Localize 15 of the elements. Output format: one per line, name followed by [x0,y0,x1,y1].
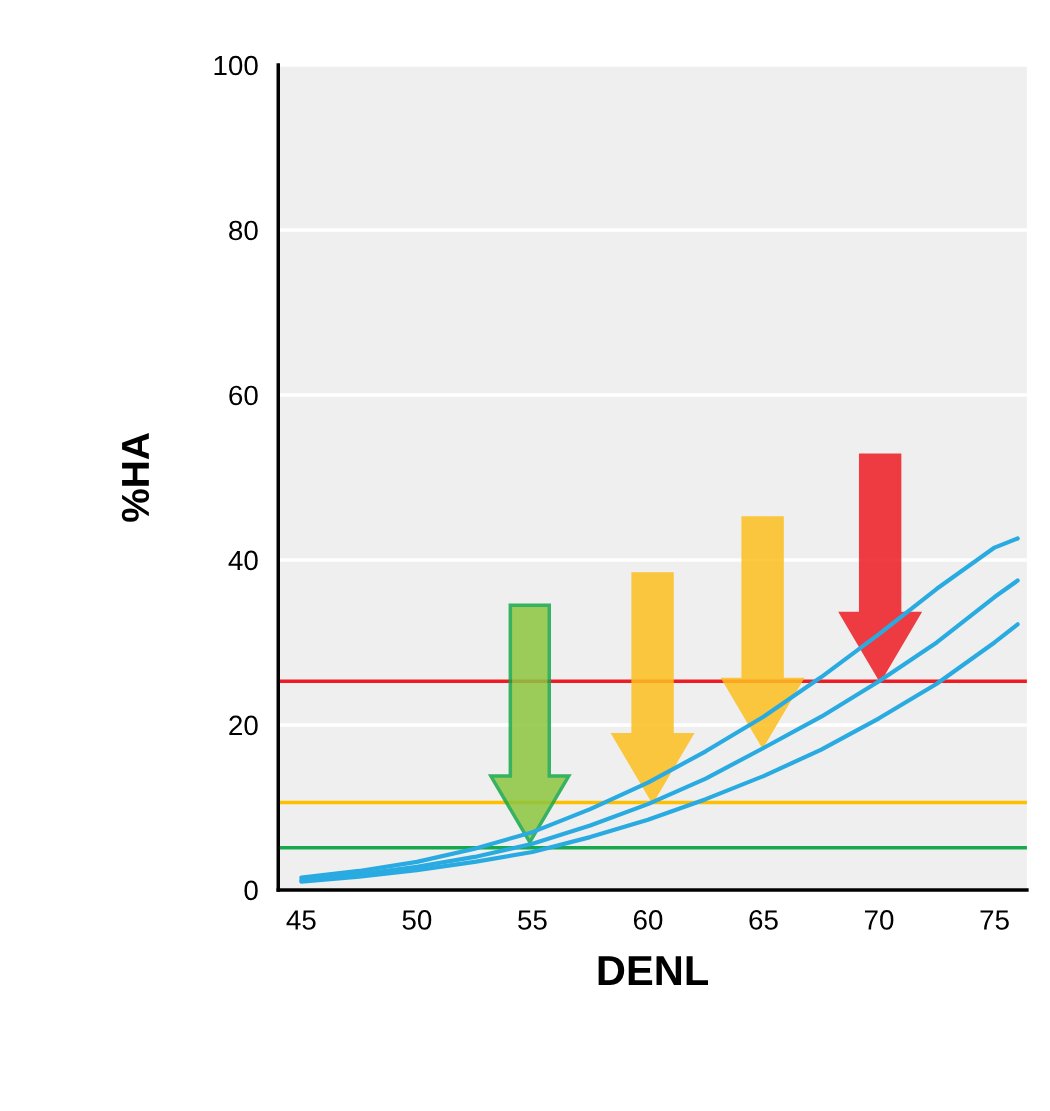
y-tick-label: 0 [244,880,258,901]
y-tick-label: 60 [229,385,258,406]
x-tick-label: 60 [633,910,663,930]
x-tick-label: 65 [749,910,778,930]
x-tick-label: 45 [286,910,316,930]
x-tick-label: 70 [865,910,894,930]
y-tick-label: 40 [228,550,258,571]
x-tick-label: 50 [402,910,432,930]
y-tick-label: 80 [229,220,258,241]
y-axis-title: %HA [121,433,150,522]
y-tick-label: 100 [214,55,258,76]
x-tick-label: 75 [980,910,1009,930]
x-tick-label: 55 [518,910,547,930]
x-axis-title: DENL [598,956,709,985]
y-tick-label: 20 [229,715,258,736]
